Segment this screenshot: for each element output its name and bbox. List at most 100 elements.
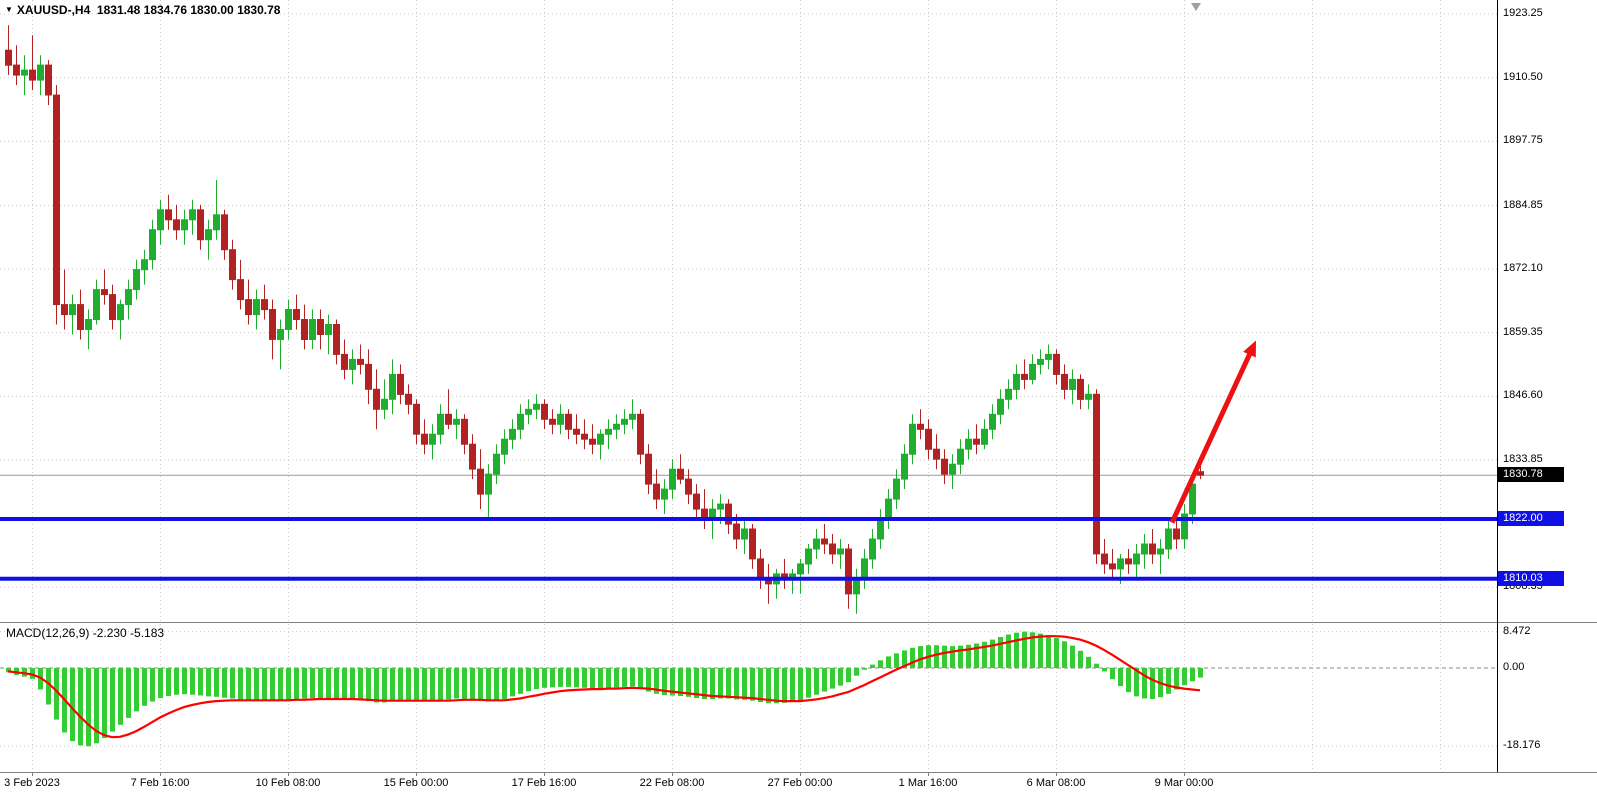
candle-body: [1197, 471, 1204, 476]
macd-histogram-bar: [654, 668, 659, 694]
candle-body: [853, 578, 860, 595]
macd-histogram-bar: [1078, 650, 1083, 668]
macd-histogram-bar: [158, 668, 163, 699]
candle-body: [149, 229, 156, 261]
macd-histogram-bar: [806, 668, 811, 698]
candle-body: [309, 319, 316, 340]
macd-histogram-bar: [1006, 634, 1011, 668]
macd-tick-label: 0.00: [1503, 661, 1525, 673]
price-tick-label: 1846.60: [1503, 389, 1543, 402]
macd-histogram-bar: [1166, 668, 1171, 694]
price-tick-label: 1833.85: [1503, 452, 1543, 465]
candle-body: [1013, 373, 1020, 390]
macd-histogram-bar: [54, 668, 59, 720]
candle-body: [693, 493, 700, 510]
chart-shift-marker: [1191, 3, 1201, 11]
macd-histogram-bar: [750, 668, 755, 701]
price-tick-label: 1872.10: [1503, 262, 1543, 275]
candle-body: [821, 538, 828, 545]
candle-body: [165, 209, 172, 221]
macd-histogram-bar: [110, 668, 115, 732]
macd-histogram-bar: [662, 668, 667, 696]
time-tick-label: 22 Feb 08:00: [639, 777, 705, 789]
candle-body: [1061, 373, 1068, 390]
macd-histogram-bar: [326, 668, 331, 699]
macd-histogram-bar: [814, 668, 819, 695]
macd-histogram-bar: [1022, 631, 1027, 668]
macd-histogram-bar: [734, 668, 739, 700]
macd-tick-label: -18.176: [1503, 739, 1541, 752]
candle-body: [597, 433, 604, 445]
candle-body: [1101, 553, 1108, 565]
macd-histogram-bar: [1038, 633, 1043, 668]
candle-body: [1109, 563, 1116, 570]
candle-body: [717, 503, 724, 510]
macd-histogram-bar: [390, 668, 395, 702]
candle-body: [1149, 543, 1156, 555]
candle-body: [365, 363, 372, 390]
macd-histogram-bar: [6, 668, 11, 673]
macd-histogram-bar: [246, 668, 251, 701]
candle-body: [237, 279, 244, 301]
candle-body: [1053, 353, 1060, 375]
candle-body: [397, 373, 404, 395]
candle-body: [1181, 513, 1188, 540]
macd-histogram-bar: [766, 668, 771, 704]
macd-histogram-bar: [1182, 668, 1187, 686]
candle-body: [685, 478, 692, 495]
candle-body: [1125, 558, 1132, 565]
candle-body: [557, 413, 564, 425]
candle-body: [421, 433, 428, 445]
candle-body: [1189, 483, 1196, 515]
macd-histogram-bar: [278, 668, 283, 701]
macd-histogram-bar: [774, 668, 779, 704]
macd-histogram-bar: [1030, 632, 1035, 668]
macd-histogram-bar: [238, 668, 243, 700]
macd-signal-line: [7, 635, 1201, 739]
macd-histogram-bar: [166, 668, 171, 696]
macd-histogram-bar: [446, 668, 451, 700]
macd-histogram-bar: [798, 668, 803, 701]
macd-histogram-bar: [414, 668, 419, 701]
candle-body: [749, 528, 756, 560]
symbol-ohlc-text: XAUUSD-,H4 1831.48 1834.76 1830.00 1830.…: [16, 3, 281, 17]
candle-body: [405, 393, 412, 405]
candle-body: [1037, 358, 1044, 365]
candle-body: [261, 299, 268, 311]
macd-histogram-bar: [1046, 635, 1051, 668]
macd-histogram-bar: [398, 668, 403, 701]
macd-histogram-bar: [862, 668, 867, 670]
time-axis[interactable]: 3 Feb 2023 7 Feb 16:00 10 Feb 08:00 15 Feb …: [0, 777, 1597, 801]
candle-body: [381, 398, 388, 410]
macd-histogram-bar: [270, 668, 275, 700]
candle-body: [949, 463, 956, 475]
macd-histogram-bar: [974, 643, 979, 668]
macd-histogram-bar: [718, 668, 723, 699]
macd-histogram-bar: [318, 668, 323, 699]
macd-histogram-bar: [126, 668, 131, 718]
candle-body: [117, 304, 124, 321]
macd-histogram-bar: [70, 668, 75, 742]
candle-body: [1173, 528, 1180, 540]
macd-histogram-bar: [670, 668, 675, 696]
macd-histogram-bar: [942, 645, 947, 668]
macd-histogram-bar: [678, 668, 683, 696]
hline-price-tag: 1810.03: [1498, 570, 1564, 586]
macd-histogram-bar: [870, 664, 875, 668]
time-tick-label: 3 Feb 2023: [4, 777, 60, 789]
candle-body: [645, 453, 652, 485]
macd-histogram-bar: [150, 668, 155, 702]
candle-body: [605, 428, 612, 435]
macd-histogram-bar: [430, 668, 435, 702]
time-tick-label: 10 Feb 08:00: [255, 777, 321, 789]
macd-histogram-bar: [366, 668, 371, 702]
macd-histogram-bar: [214, 668, 219, 697]
macd-histogram-bar: [1126, 668, 1131, 693]
macd-histogram-bar: [78, 668, 83, 746]
candle-body: [653, 483, 660, 500]
macd-histogram-bar: [438, 668, 443, 701]
trend-arrow-head[interactable]: [1243, 340, 1256, 358]
trend-arrow-line[interactable]: [1169, 348, 1255, 524]
candle-body: [733, 523, 740, 540]
